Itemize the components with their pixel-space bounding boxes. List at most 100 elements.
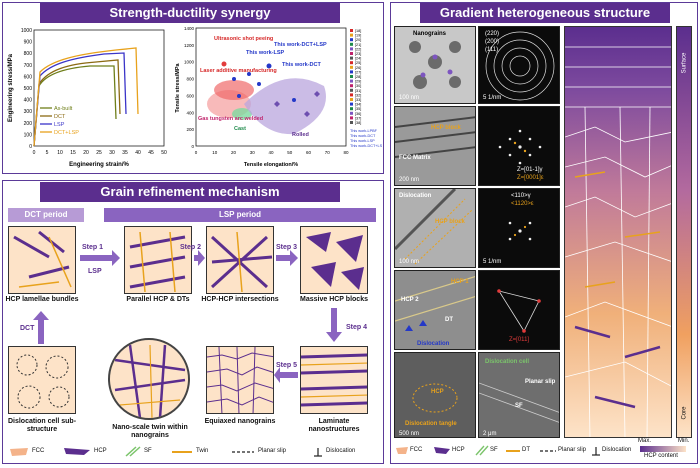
cell-intersections <box>206 226 274 294</box>
scale-1: 100 nm <box>399 95 420 101</box>
ash-legend-ref: [37] <box>355 116 361 120</box>
rlegend-dt: DT <box>522 447 530 453</box>
ash-legend-ref: [33] <box>355 98 361 102</box>
label-dt: DT <box>445 317 453 323</box>
tem-image-6: Dislocation cell Planar slip SF 2 μm <box>478 352 560 438</box>
ash-ytick: 1200 <box>184 43 195 48</box>
ss-ytick: 200 <box>24 121 33 127</box>
label-hcp-block-1: HCP block <box>431 125 461 131</box>
diffraction-2: Z=[01-1]γ Z=[0001]ε <box>478 106 560 186</box>
curve-lsp <box>33 52 127 147</box>
legend-planar-slip: Planar slip <box>258 448 287 454</box>
ss-ytick: 400 <box>24 98 33 104</box>
ash-ytick: 1000 <box>184 60 195 65</box>
ann-ultrasonic: Ultrasonic shot peeing <box>214 36 273 42</box>
cap-massive: Massive HCP blocks <box>300 296 368 303</box>
ash-xtick: 20 <box>231 150 237 155</box>
ann-dct-lsp: This work-DCT+LSP <box>274 42 327 48</box>
scale-9: 500 nm <box>399 431 420 437</box>
ss-ytick: 800 <box>24 51 33 57</box>
ash-legend-marker <box>350 111 353 115</box>
ss-xlabel: Engineering strain/% <box>69 162 129 168</box>
ss-xtick: 15 <box>70 150 76 156</box>
ss-xtick: 25 <box>96 150 102 156</box>
ash-xtick: 10 <box>212 150 218 155</box>
step-arrows <box>33 250 342 383</box>
ash-legend-ref: [31] <box>355 89 361 93</box>
cell-dislocation-cell <box>8 346 76 414</box>
ss-xtick: 0 <box>33 150 36 156</box>
cap-parallel: Parallel HCP & DTs <box>126 296 190 303</box>
ash-ytick: 600 <box>186 93 194 98</box>
label-fcc-matrix: FCC Matrix <box>399 155 431 161</box>
cell-massive <box>300 226 368 294</box>
legend-dislocation: Dislocation <box>326 448 356 454</box>
ash-ytick: 400 <box>186 110 194 115</box>
axis-label-3b: <1120>ε <box>511 201 534 207</box>
diffraction-1: (220) (200) (111) 5 1/nm <box>478 26 560 104</box>
magnified-circle <box>108 338 190 420</box>
step2-label: Step 2 <box>180 244 202 251</box>
gradient-title: Gradient heterogeneous structure <box>420 3 670 23</box>
ash-legend-marker <box>350 61 353 65</box>
label-dislocation-cell: Dislocation cell <box>485 359 530 365</box>
ash-legend-ref: [30] <box>355 84 361 88</box>
ash-xtick: 0 <box>195 150 198 155</box>
label-hcp2: HCP 2 <box>401 297 419 303</box>
rlegend-dislocation: Dislocation <box>602 447 632 453</box>
ss-ytick: 100 <box>24 132 33 138</box>
ss-ytick: 900 <box>24 40 33 46</box>
legend-twin: Twin <box>196 448 209 454</box>
label-dislocation-tangle: Dislocation tangle <box>405 421 457 427</box>
label-nanograins: Nanograins <box>413 31 447 37</box>
axis-label-3a: <110>γ <box>511 193 531 199</box>
surface-label: Surface <box>681 52 688 74</box>
ash-ytick: 200 <box>186 127 194 132</box>
scale-6: 5 1/nm <box>483 259 502 265</box>
ash-legend-ref: [19] <box>355 34 361 38</box>
ash-legend-ref: [25] <box>355 61 361 65</box>
ring-label-2: (200) <box>485 39 500 45</box>
ash-legend-marker <box>350 107 353 111</box>
grain-legend: FCC HCP SF Twin Planar slip Dislocation <box>6 444 382 460</box>
ash-ytick: 0 <box>191 144 194 149</box>
ash-legend-ref: [28] <box>355 75 361 79</box>
ash-xtick: 50 <box>287 150 293 155</box>
cap-equiaxed: Equiaxed nanograins <box>204 418 276 425</box>
ash-legend-ref: [38] <box>355 121 361 125</box>
ash-legend-work: This work-DCT+LSP <box>350 144 382 148</box>
ash-legend-marker <box>350 88 353 92</box>
ash-xtick: 80 <box>343 150 349 155</box>
ash-legend-marker <box>350 29 353 32</box>
ash-legend-ref: [20] <box>355 38 361 42</box>
ash-legend-marker <box>350 121 353 124</box>
stress-strain-chart: 0 100 200 300 400 500 600 700 800 900 1000 0 5 10 15 2… <box>8 28 167 168</box>
rlegend-hcp: HCP <box>452 447 465 453</box>
step4-label: Step 4 <box>346 324 368 331</box>
ash-legend-ref: [29] <box>355 80 361 84</box>
cell-parallel <box>124 226 192 294</box>
step3-label: Step 3 <box>276 244 298 251</box>
rlegend-planar-slip: Planar slip <box>558 447 587 453</box>
zone-label-2b: Z=[0001]ε <box>517 175 544 181</box>
scale-3: 200 nm <box>399 177 420 183</box>
diffraction-4: Z=[011] <box>478 270 560 350</box>
ss-ytick: 0 <box>29 144 32 150</box>
ash-legend-marker <box>350 79 353 83</box>
ash-legend-work: This work-LSP <box>350 139 375 143</box>
rlegend-sf: SF <box>490 447 498 453</box>
ashby-chart: 0 200 400 600 800 1000 1200 1400 0 10 20 30 40 50 60 7… <box>175 26 382 168</box>
cell-laminate <box>300 346 368 414</box>
ash-legend-ref: [22] <box>355 47 361 51</box>
tem-image-1: Nanograins 100 nm <box>394 26 476 104</box>
curve-dct-lsp <box>33 47 139 147</box>
dct-arrow-label: DCT <box>20 325 35 332</box>
label-planar-slip: Planar slip <box>525 379 556 385</box>
scale-10: 2 μm <box>483 431 497 437</box>
ash-legend-marker <box>350 33 353 37</box>
ss-xtick: 20 <box>83 150 89 156</box>
ash-legend-marker <box>350 116 353 120</box>
gradient-bar <box>676 26 692 438</box>
curve-dct <box>33 59 121 147</box>
region-cast <box>232 108 252 120</box>
